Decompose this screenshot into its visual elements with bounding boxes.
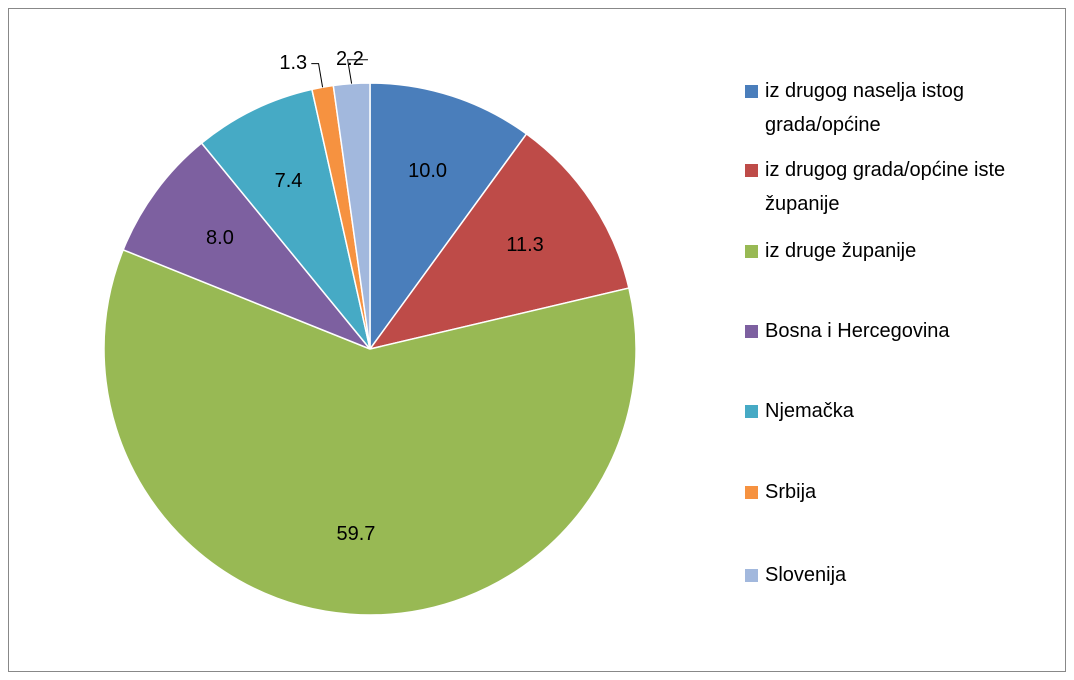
legend-item: Srbija [745,475,1045,509]
legend-item: iz druge županije [745,234,1045,268]
chart-border [8,8,1066,672]
legend-item: Bosna i Hercegovina [745,314,1045,348]
legend-label: iz druge županije [765,240,917,262]
legend-label: Srbija [765,481,817,503]
pie-slice [369,82,528,352]
legend-label: iz drugog naselja istog grada/općine [765,80,965,136]
data-label: 1.3 [279,52,307,74]
leader-line [311,63,324,88]
legend-item: Njemačka [745,394,1045,428]
legend-swatch [745,245,758,258]
pie-slice [368,132,630,351]
legend-swatch [745,164,758,177]
data-label: 10.0 [408,160,447,182]
data-label: 8.0 [206,227,234,249]
legend-label: iz drugog grada/općine iste županije [765,159,1006,215]
data-label: 7.4 [275,170,303,192]
legend-item: iz drugog grada/općine iste županije [745,153,1045,221]
data-label: 2.2 [336,48,364,70]
legend-swatch [745,486,758,499]
legend-item: iz drugog naselja istog grada/općine [745,74,1045,142]
legend-swatch [745,569,758,582]
leader-line [347,59,368,84]
legend-swatch [745,85,758,98]
legend-label: Slovenija [765,564,847,586]
legend-label: Njemačka [765,400,854,422]
data-label: 11.3 [506,234,543,256]
pie-slice [122,142,371,350]
pie-slice [200,88,371,350]
legend-item: Slovenija [745,558,1045,592]
legend-label: Bosna i Hercegovina [765,320,950,342]
pie-slice [103,248,637,616]
data-label: 59.7 [336,523,375,545]
legend-swatch [745,405,758,418]
legend-swatch [745,325,758,338]
